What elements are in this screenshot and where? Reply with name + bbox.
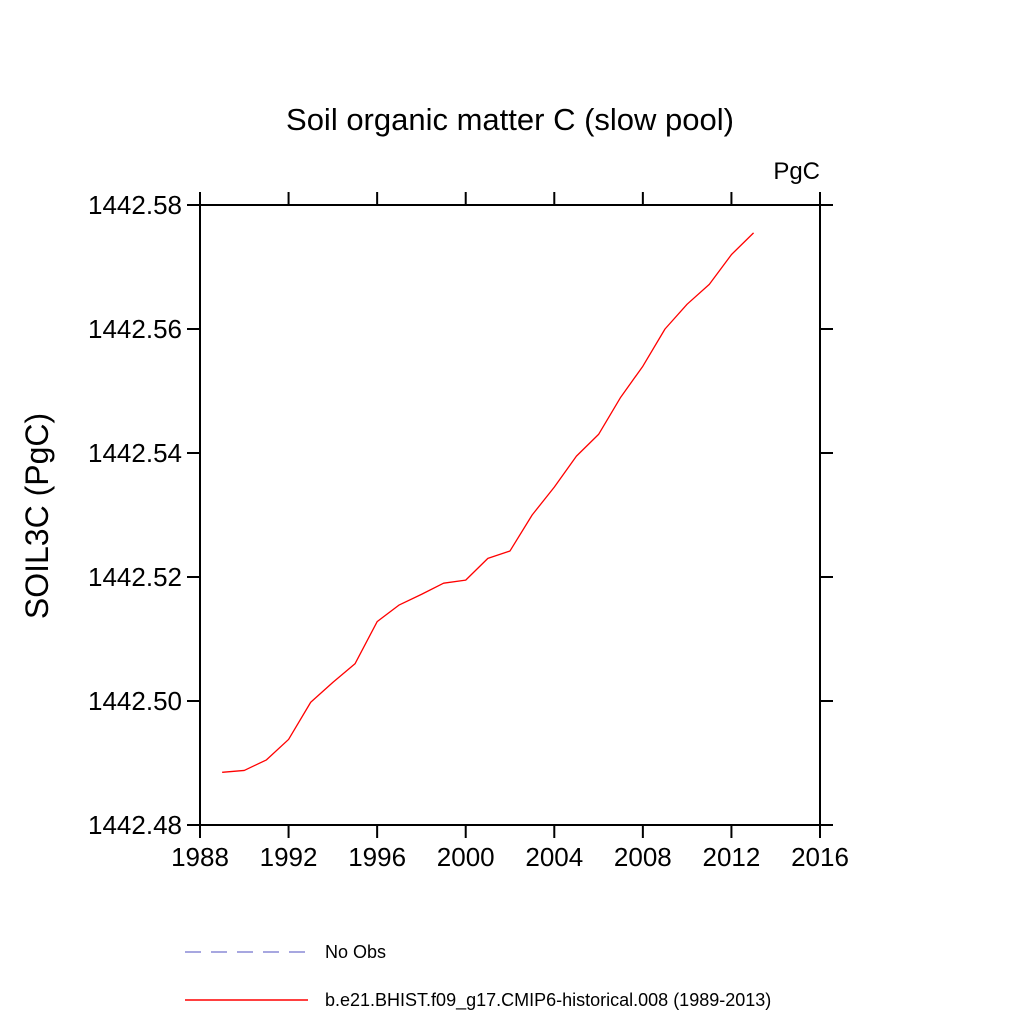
y-axis-tick-label: 1442.56 (88, 314, 182, 344)
chart-title: Soil organic matter C (slow pool) (286, 102, 734, 137)
x-axis-tick-label: 2016 (791, 842, 849, 872)
unit-label: PgC (773, 158, 820, 185)
x-axis-tick-label: 2008 (614, 842, 672, 872)
y-axis-tick-label: 1442.58 (88, 190, 182, 220)
plot-frame (199, 204, 821, 826)
y-axis-tick-label: 1442.54 (88, 438, 182, 468)
legend-item-label: No Obs (325, 942, 386, 962)
x-axis-tick-label: 1992 (260, 842, 318, 872)
y-axis-tick-label: 1442.52 (88, 562, 182, 592)
x-axis-tick-label: 2000 (437, 842, 495, 872)
y-axis-tick-label: 1442.50 (88, 686, 182, 716)
x-axis-tick-label: 1996 (348, 842, 406, 872)
y-axis-tick-label: 1442.48 (88, 810, 182, 840)
x-axis-tick-label: 2012 (703, 842, 761, 872)
data-line-series (222, 232, 755, 773)
legend-item-label: b.e21.BHIST.f09_g17.CMIP6-historical.008… (325, 990, 771, 1011)
x-axis-tick-label: 1988 (171, 842, 229, 872)
x-axis-tick-label: 2004 (525, 842, 583, 872)
